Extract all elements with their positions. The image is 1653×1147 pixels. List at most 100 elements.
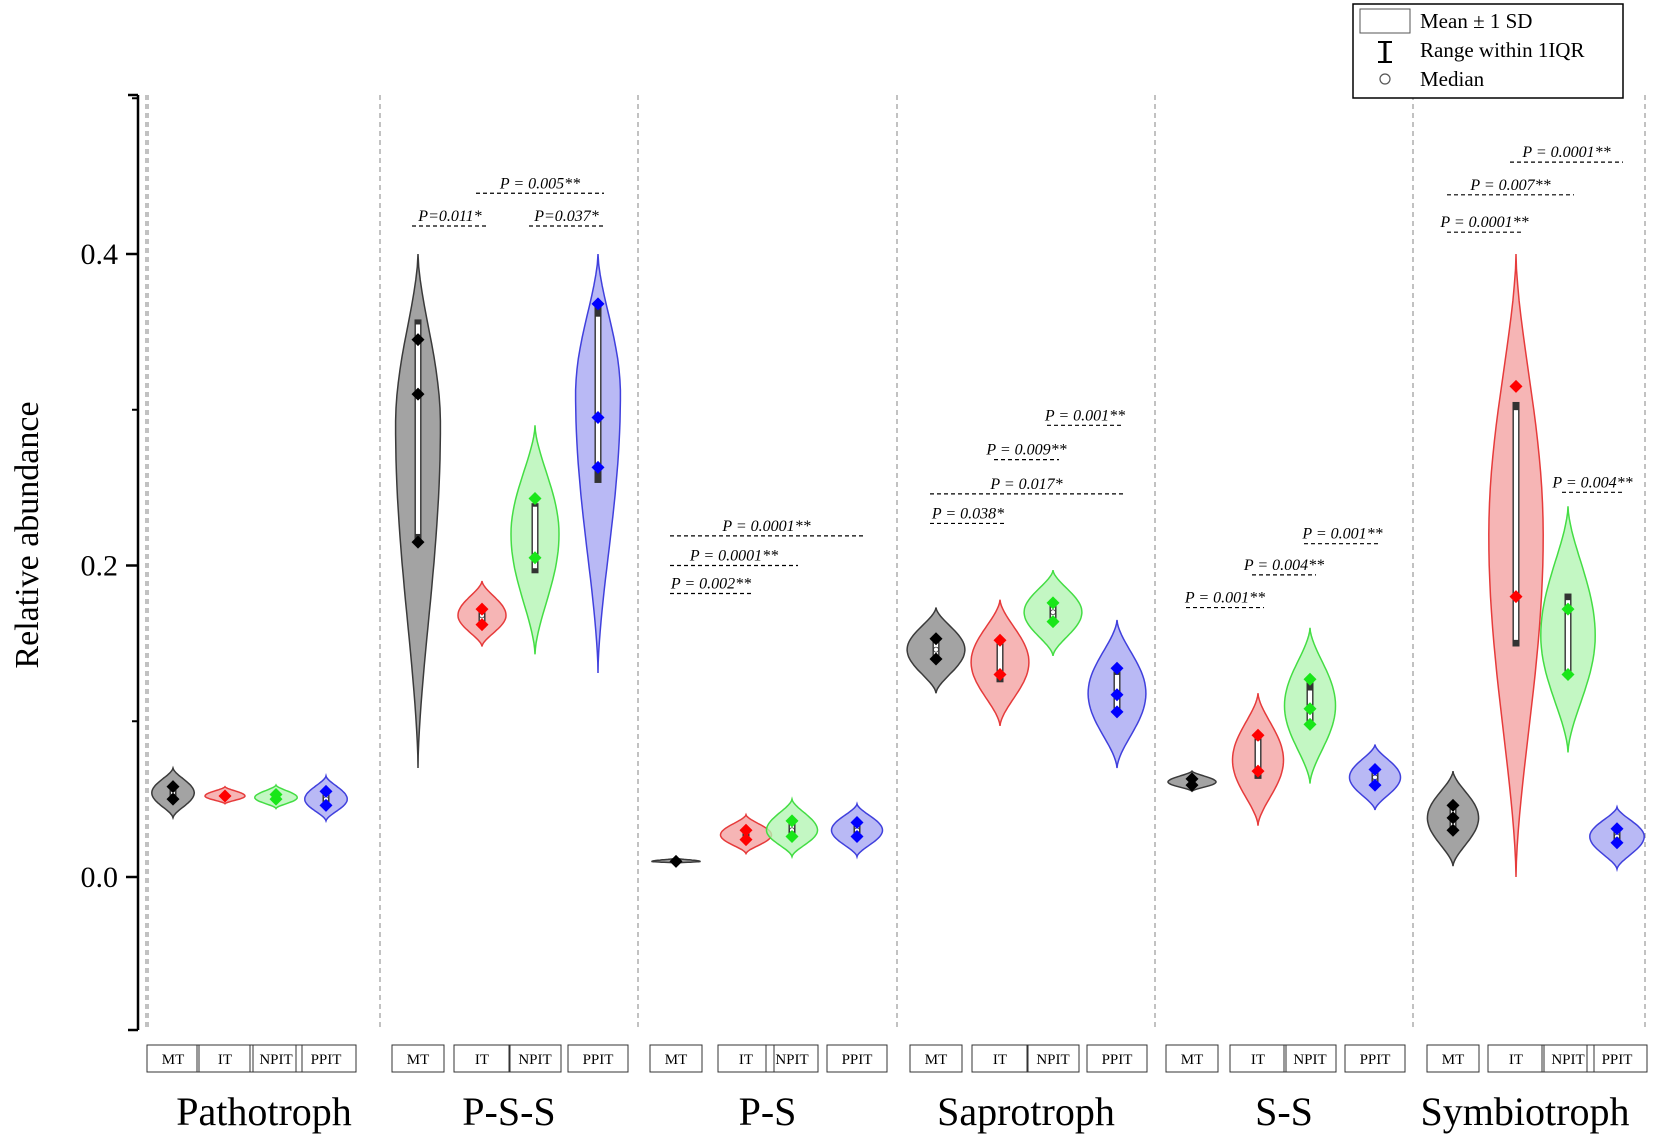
p-value-label: P = 0.038* — [931, 505, 1004, 522]
data-point — [411, 333, 425, 347]
y-tick-label: 0.2 — [81, 550, 119, 583]
category-label: PPIT — [1102, 1052, 1133, 1068]
category-box — [649, 1044, 703, 1073]
legend-swatch-mean-sd — [1359, 8, 1411, 34]
data-point — [850, 830, 864, 844]
group-label: Pathotroph — [176, 1089, 352, 1134]
category-box — [196, 1044, 254, 1073]
category-box — [453, 1044, 511, 1073]
y-axis-title: Relative abundance — [9, 401, 46, 668]
data-point — [1303, 702, 1317, 716]
legend: Mean ± 1 SD Range within 1IQR Median — [1352, 3, 1624, 99]
p-value-label: P = 0.004** — [1551, 474, 1632, 491]
data-point — [739, 823, 753, 837]
p-value-label: P=0.037* — [533, 208, 599, 225]
category-box — [1344, 1044, 1406, 1073]
data-point — [1561, 668, 1575, 682]
category-label: IT — [739, 1052, 753, 1068]
group-saprotroph: Saprotroph MT IT NPIT PPIT P = 0.038* P = 0.01… — [906, 407, 1148, 1134]
y-tick-label: 0.4 — [81, 238, 119, 271]
legend-swatch-median — [1379, 73, 1391, 85]
group-label: S-S — [1255, 1089, 1313, 1134]
data-point — [929, 652, 943, 666]
mean-sd-box — [415, 323, 421, 535]
category-box — [508, 1044, 562, 1073]
p-value-label: P = 0.0001** — [689, 548, 778, 565]
category-box — [1541, 1044, 1595, 1073]
p-value-label: P = 0.0001** — [1439, 214, 1528, 231]
data-point — [411, 535, 425, 549]
data-point — [929, 632, 943, 646]
group-s-s: S-S MT IT NPIT PPIT P = 0.001** P = 0.004** P =… — [1165, 526, 1406, 1134]
category-label: PPIT — [311, 1052, 342, 1068]
category-box — [1283, 1044, 1337, 1073]
p-value-label: P = 0.001** — [1044, 407, 1125, 424]
category-box — [1586, 1044, 1648, 1073]
data-point — [850, 815, 864, 829]
category-box — [567, 1044, 629, 1073]
data-point — [1561, 602, 1575, 616]
group-symbiotroph: Symbiotroph MT IT NPIT PPIT P = 0.0001** P = 0… — [1421, 144, 1648, 1134]
mean-sd-box — [1513, 409, 1519, 641]
p-value-label: P = 0.004** — [1243, 557, 1324, 574]
category-box — [1229, 1044, 1287, 1073]
category-box — [717, 1044, 775, 1073]
data-point — [1110, 705, 1124, 719]
p-value-label: P = 0.0001** — [721, 518, 810, 535]
p-value-label: P = 0.001** — [1184, 590, 1265, 607]
category-box — [765, 1044, 819, 1073]
data-point — [218, 789, 232, 803]
data-point — [528, 551, 542, 565]
data-point — [1610, 822, 1624, 836]
category-label: IT — [1509, 1052, 1523, 1068]
category-label: PPIT — [1602, 1052, 1633, 1068]
category-box — [146, 1044, 200, 1073]
category-box — [391, 1044, 445, 1073]
data-point — [785, 830, 799, 844]
category-label: MT — [407, 1052, 430, 1068]
data-point — [1368, 763, 1382, 777]
category-box — [826, 1044, 888, 1073]
category-box — [971, 1044, 1029, 1073]
data-point — [1509, 379, 1523, 393]
category-label: MT — [1181, 1052, 1204, 1068]
data-point — [1368, 778, 1382, 792]
category-label: NPIT — [518, 1052, 551, 1068]
legend-label-median: Median — [1420, 67, 1485, 91]
group-label: Symbiotroph — [1421, 1089, 1630, 1134]
data-point — [591, 297, 605, 311]
category-label: MT — [925, 1052, 948, 1068]
category-label: NPIT — [1293, 1052, 1326, 1068]
p-value-label: P = 0.009** — [985, 442, 1066, 459]
data-point — [1046, 615, 1060, 629]
data-point — [1185, 772, 1199, 786]
category-label: MT — [1442, 1052, 1465, 1068]
data-point — [1509, 590, 1523, 604]
data-point — [591, 460, 605, 474]
category-label: MT — [162, 1052, 185, 1068]
category-box — [249, 1044, 303, 1073]
data-point — [1446, 811, 1460, 825]
group-p-s: P-S MT IT NPIT PPIT P = 0.002** P = 0.0001** P … — [649, 518, 888, 1134]
category-box — [295, 1044, 357, 1073]
category-label: MT — [665, 1052, 688, 1068]
group-label: P-S-S — [462, 1089, 555, 1134]
data-point — [269, 787, 283, 801]
group-label: P-S — [739, 1089, 797, 1134]
data-point — [1610, 836, 1624, 850]
legend-label-iqr: Range within 1IQR — [1420, 38, 1584, 62]
category-box — [1086, 1044, 1148, 1073]
category-label: IT — [993, 1052, 1007, 1068]
median-marker — [933, 646, 939, 653]
data-point — [1446, 823, 1460, 837]
data-point — [1303, 717, 1317, 731]
mean-sd-box — [595, 315, 601, 473]
data-point — [319, 784, 333, 798]
data-point — [319, 798, 333, 812]
data-point — [1251, 728, 1265, 742]
mean-sd-box — [532, 505, 538, 570]
category-label: PPIT — [1360, 1052, 1391, 1068]
y-tick-label: 0.0 — [81, 861, 119, 894]
data-point — [1303, 672, 1317, 686]
data-point — [1110, 661, 1124, 675]
